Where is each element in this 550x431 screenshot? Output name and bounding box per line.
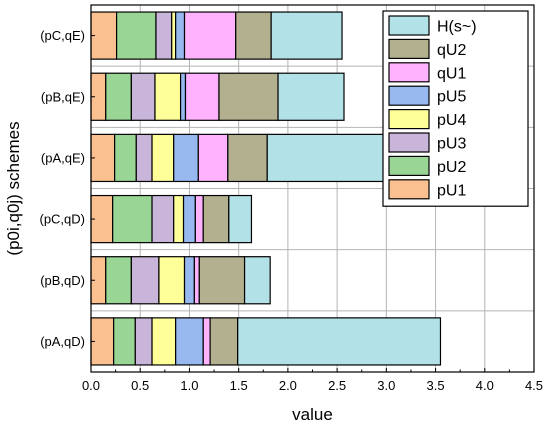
bar-qU2-(pC,qE) [235, 11, 272, 60]
legend-swatch-pU2 [388, 155, 430, 176]
legend-label-qU1: qU1 [437, 65, 466, 82]
bar-pU4-(pC,qD) [173, 194, 185, 244]
x-tick-label-4: 2.0 [279, 378, 297, 393]
bar-pU4-(pA,qE) [151, 133, 175, 183]
x-tick-label-1: 0.5 [131, 378, 149, 393]
bar-pU3-(pA,qE) [135, 133, 153, 183]
bar-pU4-(pB,qE) [154, 72, 182, 121]
y-tick-label-1: (pB,qD) [40, 273, 85, 288]
bar-pU5-(pA,qD) [175, 317, 204, 366]
bar-pU2-(pB,qD) [105, 256, 132, 305]
legend-swatch-qU1 [388, 62, 430, 83]
bar-pU5-(pC,qE) [175, 11, 186, 60]
legend: H(s~) qU2 qU1 pU5 pU4 pU3 pU2 pU1 [382, 10, 529, 207]
bar-pU3-(pA,qD) [134, 317, 153, 366]
bar-H(s~)-(pA,qD) [237, 317, 442, 366]
legend-swatch-pU4 [388, 108, 430, 130]
bar-qU2-(pC,qD) [202, 194, 230, 244]
bar-H(s~)-(pB,qD) [243, 256, 271, 305]
legend-label-H(s~): H(s~) [437, 19, 477, 36]
y-tick-label-2: (pC,qD) [39, 212, 85, 227]
y-tick-label-0: (pA,qD) [40, 334, 85, 349]
bar-qU2-(pB,qE) [218, 72, 279, 121]
legend-swatch-pU5 [388, 85, 430, 106]
bar-pU5-(pB,qD) [183, 256, 195, 305]
bar-qU1-(pA,qE) [197, 133, 229, 183]
x-tick-label-5: 2.5 [328, 378, 346, 393]
x-axis: 0.0 0.5 1.0 1.5 2.0 2.5 3.0 3.5 4.0 4.5 [82, 368, 543, 393]
x-axis-title: value [292, 405, 333, 424]
bar-qU2-(pA,qE) [227, 133, 268, 183]
bar-pU3-(pC,qD) [151, 194, 175, 244]
bar-pU3-(pC,qE) [155, 11, 173, 60]
bar-qU2-(pB,qD) [198, 256, 246, 305]
x-tick-label-0: 0.0 [82, 378, 100, 393]
bar-H(s~)-(pC,qD) [228, 194, 253, 244]
bar-qU2-(pA,qD) [209, 317, 239, 366]
y-axis: (pA,qD) (pB,qD) (pC,qD) (pA,qE) (pB,qE) (pC,q… [39, 28, 95, 349]
legend-swatch-pU3 [388, 132, 430, 153]
x-tick-label-6: 3.0 [377, 378, 395, 393]
bar-H(s~)-(pC,qE) [270, 11, 343, 60]
x-tick-label-3: 1.5 [230, 378, 248, 393]
y-tick-label-3: (pA,qE) [41, 150, 85, 165]
bar-pU5-(pC,qD) [182, 194, 196, 244]
legend-label-pU3: pU3 [437, 136, 466, 153]
y-axis-title: (p0i,q0j) schemes [4, 121, 23, 255]
bar-pU2-(pC,qD) [112, 194, 153, 244]
x-tick-label-8: 4.0 [476, 378, 494, 393]
bar-pU2-(pB,qE) [105, 72, 132, 121]
bar-pU2-(pC,qE) [115, 11, 157, 60]
bar-qU1-(pB,qE) [184, 72, 220, 121]
bar-pU2-(pA,qE) [114, 133, 137, 183]
bar-qU1-(pC,qD) [194, 194, 204, 244]
bar-qU1-(pA,qD) [202, 317, 211, 366]
legend-label-pU4: pU4 [437, 112, 466, 129]
x-tick-label-2: 1.0 [180, 378, 198, 393]
legend-label-pU2: pU2 [437, 159, 466, 176]
bar-pU4-(pB,qD) [158, 256, 186, 305]
bar-pU3-(pB,qD) [130, 256, 160, 305]
bar-qU1-(pC,qE) [183, 11, 237, 60]
bar-pU5-(pA,qE) [173, 133, 199, 183]
y-tick-label-5: (pC,qE) [40, 28, 85, 43]
legend-swatch-H(s~) [388, 15, 430, 36]
y-tick-label-4: (pB,qE) [41, 89, 85, 104]
bar-pU5-(pB,qE) [179, 72, 187, 121]
legend-label-pU5: pU5 [437, 89, 466, 106]
legend-label-qU2: qU2 [437, 42, 466, 59]
bar-H(s~)-(pB,qE) [277, 72, 345, 121]
bar-pU2-(pA,qD) [113, 317, 136, 366]
legend-swatch-pU1 [388, 179, 430, 200]
bar-pU4-(pA,qD) [151, 317, 177, 366]
bar-pU3-(pB,qE) [130, 72, 156, 121]
legend-swatch-qU2 [388, 38, 430, 60]
x-tick-label-9: 4.5 [525, 378, 543, 393]
bar-qU1-(pB,qD) [193, 256, 200, 305]
legend-label-pU1: pU1 [437, 182, 466, 199]
x-tick-label-7: 3.5 [427, 378, 445, 393]
